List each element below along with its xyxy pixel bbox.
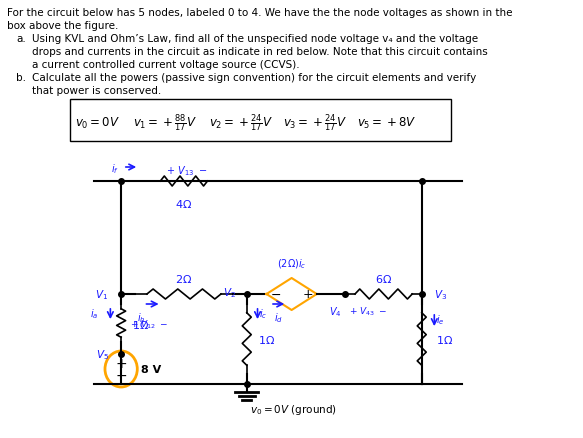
Text: $V_5$: $V_5$ [96,347,108,361]
Text: $1\Omega$: $1\Omega$ [132,318,149,330]
Text: −: − [271,288,281,301]
Text: $V_3$: $V_3$ [434,287,447,301]
Text: drops and currents in the circuit as indicate in red below. Note that this circu: drops and currents in the circuit as ind… [32,47,488,57]
Text: a current controlled current voltage source (CCVS).: a current controlled current voltage sou… [32,60,300,70]
Text: that power is conserved.: that power is conserved. [32,86,161,96]
Text: +: + [115,356,127,370]
Text: $V_2$: $V_2$ [223,285,236,299]
Text: $V_1$: $V_1$ [96,287,108,301]
Text: $V_4$: $V_4$ [329,304,342,318]
Text: $v_0 = 0V\ \mathrm{(ground)}$: $v_0 = 0V\ \mathrm{(ground)}$ [250,402,338,416]
Text: −: − [115,368,127,382]
Text: +: + [303,288,313,301]
Text: $i_e$: $i_e$ [436,312,445,326]
Text: $6\Omega$: $6\Omega$ [375,272,392,284]
Text: $v_0 = 0V$: $v_0 = 0V$ [75,115,121,130]
Text: box above the figure.: box above the figure. [7,21,118,31]
Text: For the circuit below has 5 nodes, labeled 0 to 4. We have the the node voltages: For the circuit below has 5 nodes, label… [7,8,512,18]
Text: $4\Omega$: $4\Omega$ [175,198,192,209]
Text: $i_a$: $i_a$ [90,306,99,320]
Text: $+\ V_{13}\ -$: $+\ V_{13}\ -$ [166,164,207,177]
Text: $(2\Omega)i_c$: $(2\Omega)i_c$ [277,257,307,270]
Text: $v_1 = +\frac{88}{17}V$: $v_1 = +\frac{88}{17}V$ [133,112,197,134]
Text: 8 V: 8 V [141,364,161,374]
Text: $2\Omega$: $2\Omega$ [175,272,192,284]
Text: $i_b$: $i_b$ [137,310,146,324]
Text: $v_5 = +8V$: $v_5 = +8V$ [357,115,417,130]
Text: $i_d$: $i_d$ [273,310,283,324]
Text: b.: b. [16,73,26,83]
Text: $i_f$: $i_f$ [111,162,120,175]
Text: $v_3 = +\frac{24}{17}V$: $v_3 = +\frac{24}{17}V$ [283,112,347,134]
Text: $+\ V_{43}\ -$: $+\ V_{43}\ -$ [349,304,387,317]
Bar [70,100,451,141]
Text: $1\Omega$: $1\Omega$ [436,333,453,345]
Text: $+\ V_{12}\ -$: $+\ V_{12}\ -$ [130,318,168,331]
Text: $1\Omega$: $1\Omega$ [258,333,276,345]
Text: Calculate all the powers (passive sign convention) for the circuit elements and : Calculate all the powers (passive sign c… [32,73,476,83]
Text: $v_2 = +\frac{24}{17}V$: $v_2 = +\frac{24}{17}V$ [209,112,273,134]
Text: a.: a. [16,34,26,44]
Text: $i_c$: $i_c$ [259,306,268,320]
Text: Using KVL and Ohm’s Law, find all of the unspecified node voltage v₄ and the vol: Using KVL and Ohm’s Law, find all of the… [32,34,479,44]
